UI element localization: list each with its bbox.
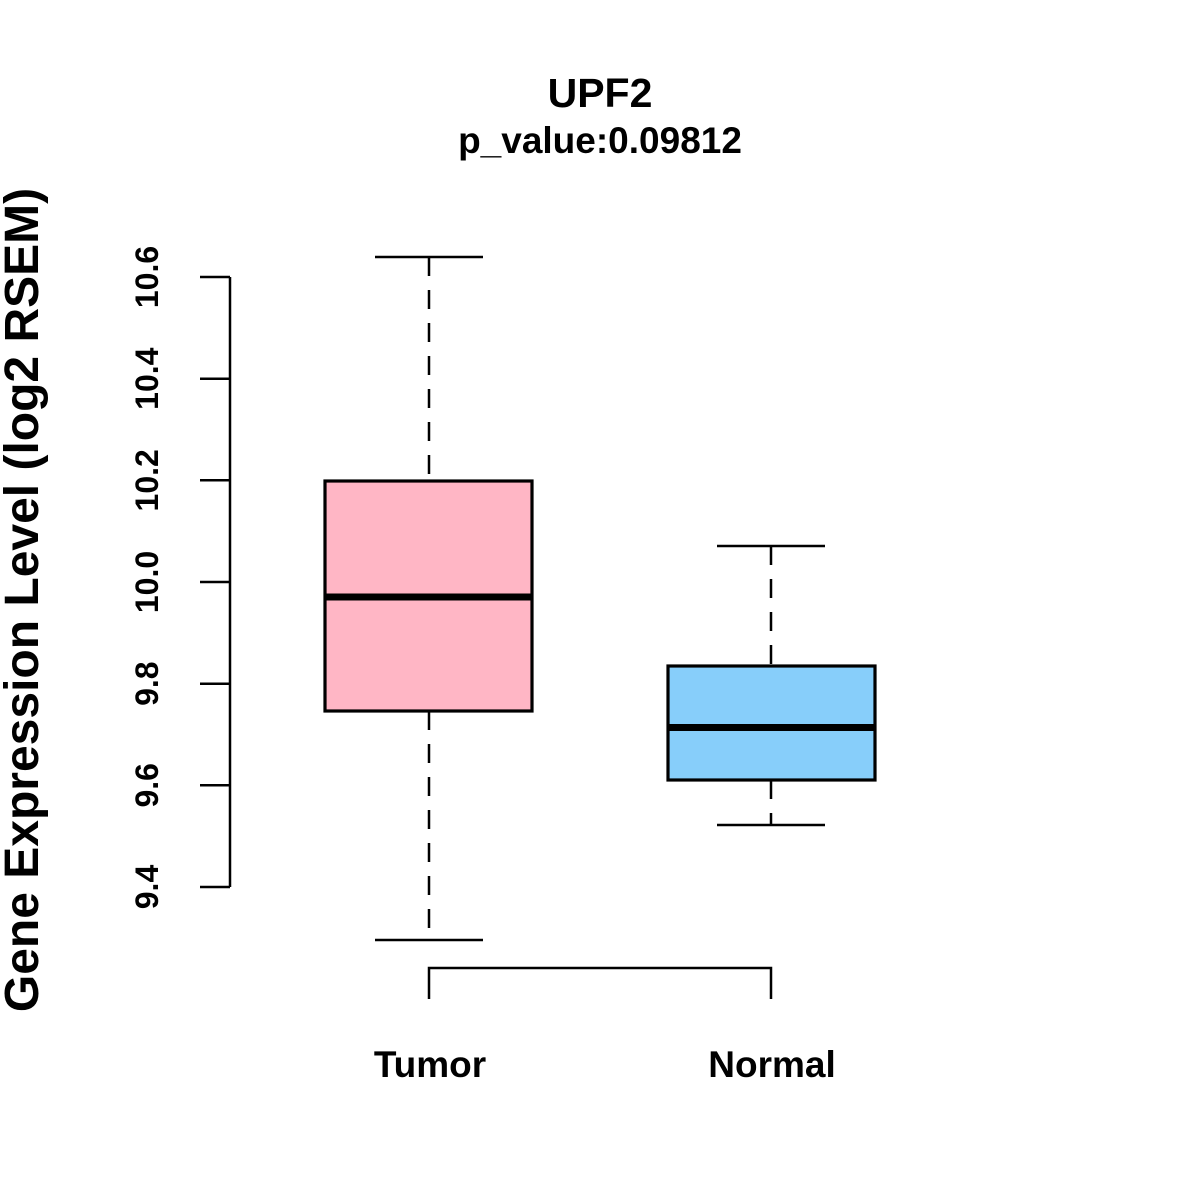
svg-text:10.2: 10.2 [129, 449, 165, 511]
svg-text:10.6: 10.6 [129, 246, 165, 308]
svg-text:10.0: 10.0 [129, 551, 165, 613]
svg-text:9.4: 9.4 [129, 865, 165, 910]
svg-text:10.4: 10.4 [129, 347, 165, 409]
svg-text:p_value:0.09812: p_value:0.09812 [458, 120, 742, 161]
svg-text:Tumor: Tumor [374, 1044, 486, 1085]
svg-text:9.8: 9.8 [129, 661, 165, 705]
svg-text:Normal: Normal [708, 1044, 835, 1085]
svg-text:Gene Expression Level (log2 RS: Gene Expression Level (log2 RSEM) [0, 188, 49, 1012]
svg-text:UPF2: UPF2 [548, 70, 653, 116]
svg-text:9.6: 9.6 [129, 763, 165, 807]
